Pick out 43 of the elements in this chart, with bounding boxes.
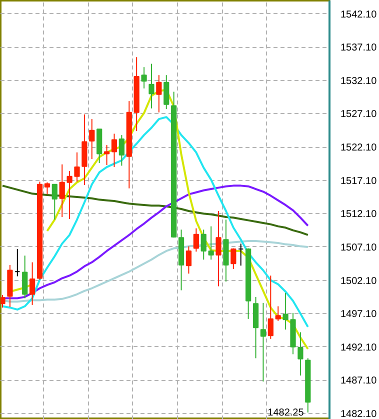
y-tick-label: 1497.10 [340,309,378,320]
y-tick-label: 1487.10 [340,376,378,387]
candlestick [156,74,162,113]
y-tick-label: 1542.10 [340,9,378,20]
y-tick-label: 1532.10 [340,76,378,87]
candlestick [186,246,192,274]
candlestick [298,332,304,376]
candlestick [164,74,170,110]
candlestick [104,144,110,166]
candlestick [52,184,58,220]
candlestick [74,152,80,182]
candlestick [230,248,236,270]
candlestick [260,302,266,382]
candlestick [22,255,28,299]
candlestick [29,262,36,306]
y-tick-label: 1482.10 [340,409,378,419]
candlestick [111,133,118,168]
candlestick [14,248,20,277]
y-tick-label: 1527.10 [340,109,378,120]
y-tick-label: 1492.10 [340,342,378,354]
candlestick [275,306,281,322]
y-tick-label: 1517.10 [340,176,378,187]
y-tick-label: 1512.10 [340,209,378,220]
candlestick [148,63,154,109]
candlestick [0,294,6,308]
y-tick-label: 1507.10 [340,242,378,254]
candlestick [238,243,244,266]
candlestick [200,229,206,260]
candlestick [141,66,147,89]
candlestick [208,226,214,260]
y-tick-label: 1522.10 [340,142,378,154]
candlestick [216,210,222,287]
candlestick [44,182,50,195]
candlestick [282,292,288,330]
candlestick [268,275,274,340]
candlestick [252,296,259,359]
y-tick-label: 1537.10 [340,42,378,54]
annotation: 1482.25 [268,408,304,418]
line-series [2,116,309,328]
candlestick [89,118,95,160]
y-tick-label: 1502.10 [340,276,378,287]
candlestick [193,228,199,252]
candlestick [118,134,124,166]
